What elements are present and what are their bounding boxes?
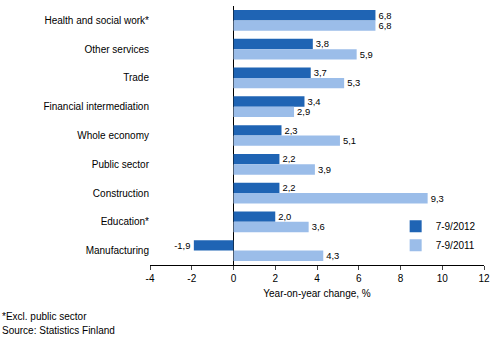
svg-text:2,2: 2,2 xyxy=(282,153,295,164)
svg-text:-4: -4 xyxy=(146,273,155,284)
svg-text:2,2: 2,2 xyxy=(282,182,295,193)
svg-text:Public sector: Public sector xyxy=(92,159,150,170)
svg-text:3,4: 3,4 xyxy=(307,96,320,107)
svg-text:2,9: 2,9 xyxy=(297,106,310,117)
svg-text:9,3: 9,3 xyxy=(431,193,444,204)
svg-text:5,1: 5,1 xyxy=(343,135,356,146)
svg-text:7-9/2012: 7-9/2012 xyxy=(436,221,476,232)
svg-text:6,8: 6,8 xyxy=(378,20,391,31)
svg-text:Whole economy: Whole economy xyxy=(77,130,149,141)
svg-text:3,7: 3,7 xyxy=(314,67,327,78)
svg-text:3,8: 3,8 xyxy=(316,38,329,49)
svg-text:0: 0 xyxy=(231,273,237,284)
svg-text:8: 8 xyxy=(398,273,404,284)
svg-text:6,8: 6,8 xyxy=(378,10,391,21)
svg-text:Health and social work*: Health and social work* xyxy=(45,15,150,26)
svg-text:10: 10 xyxy=(437,273,449,284)
svg-text:Trade: Trade xyxy=(123,72,149,83)
svg-text:Year-on-year change, %: Year-on-year change, % xyxy=(263,288,371,299)
svg-text:Other services: Other services xyxy=(85,44,149,55)
svg-text:2,3: 2,3 xyxy=(285,125,298,136)
svg-text:*Excl. public sector: *Excl. public sector xyxy=(2,311,87,322)
svg-text:6: 6 xyxy=(356,273,362,284)
svg-text:7-9/2011: 7-9/2011 xyxy=(436,240,475,251)
svg-text:Education*: Education* xyxy=(101,216,149,227)
svg-text:Construction: Construction xyxy=(93,188,149,199)
svg-text:5,3: 5,3 xyxy=(347,77,360,88)
svg-text:-2: -2 xyxy=(187,273,196,284)
svg-text:4: 4 xyxy=(314,273,320,284)
svg-text:-1,9: -1,9 xyxy=(174,240,190,251)
svg-text:5,9: 5,9 xyxy=(360,49,373,60)
svg-text:2: 2 xyxy=(272,273,278,284)
svg-text:Manufacturing: Manufacturing xyxy=(86,245,149,256)
svg-text:Financial intermediation: Financial intermediation xyxy=(43,101,149,112)
svg-text:Source: Statistics Finland: Source: Statistics Finland xyxy=(2,325,115,336)
svg-text:3,9: 3,9 xyxy=(318,164,331,175)
svg-text:12: 12 xyxy=(478,273,490,284)
svg-text:4,3: 4,3 xyxy=(326,250,339,261)
svg-text:3,6: 3,6 xyxy=(312,221,325,232)
svg-text:2,0: 2,0 xyxy=(278,211,291,222)
